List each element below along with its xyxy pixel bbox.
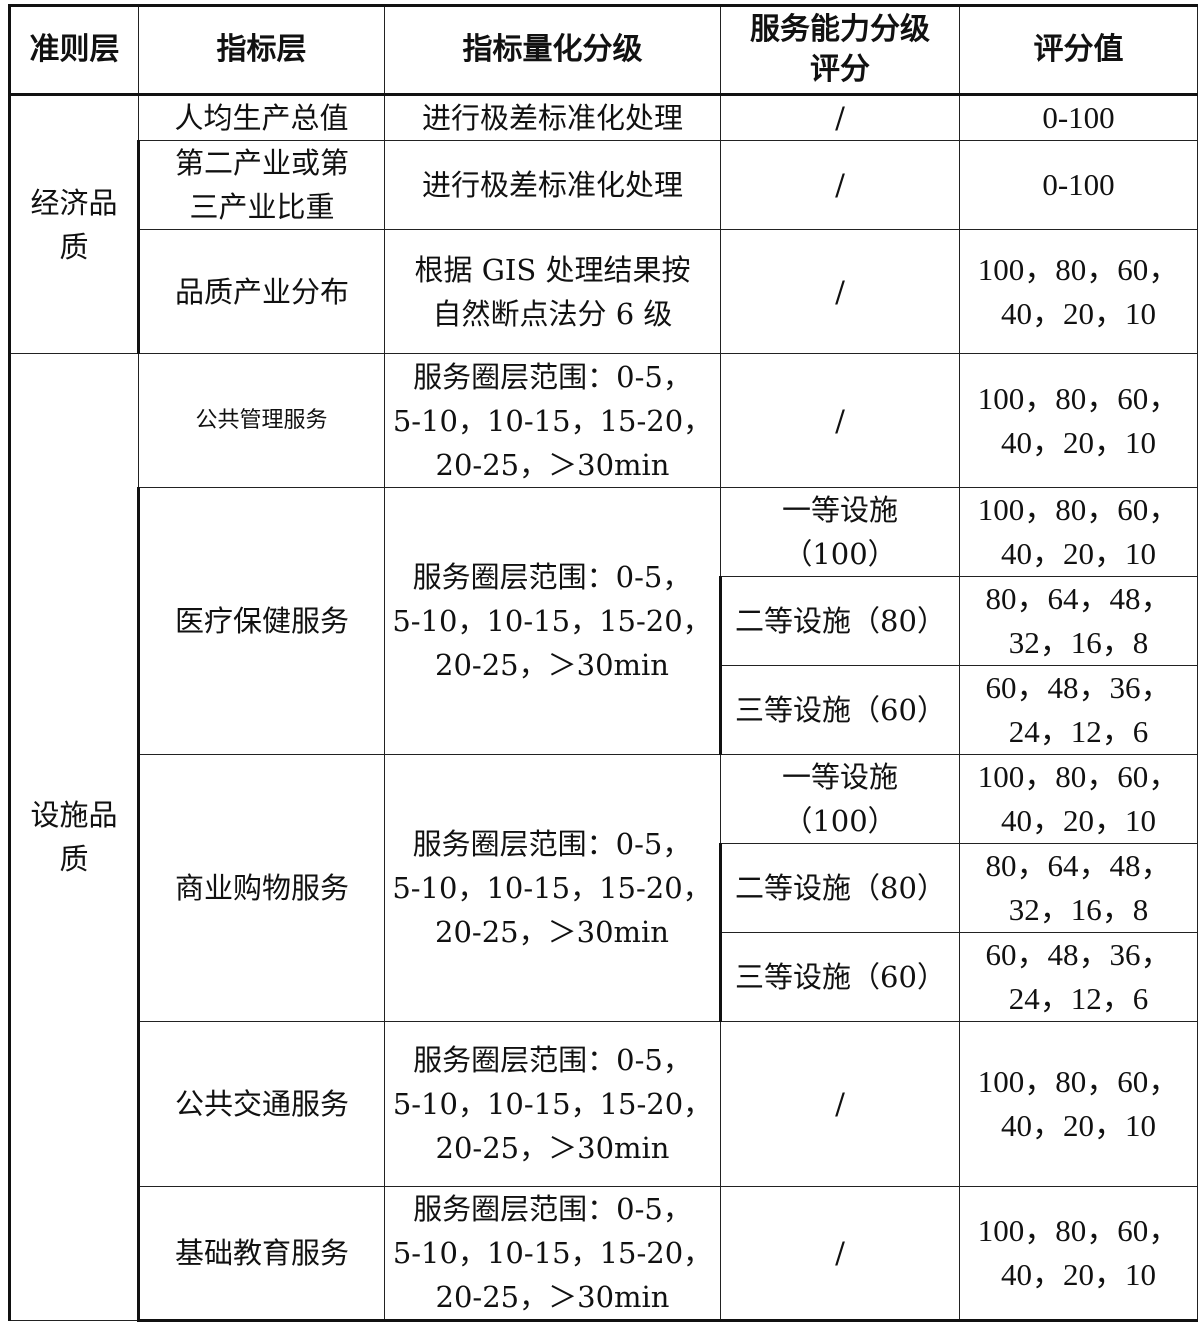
header-indicator: 指标层 xyxy=(138,4,385,96)
grading-cell: 进行极差标准化处理 xyxy=(384,94,721,141)
score-cell: 100，80，60， 40，20，10 xyxy=(959,1021,1198,1187)
score-cell: 100，80，60， 40，20，10 xyxy=(959,1186,1198,1322)
indicator-cell: 公共交通服务 xyxy=(137,1021,385,1187)
grading-cell: 服务圈层范围：0-5， 5-10，10-15，15-20， 20-25，＞30m… xyxy=(384,487,721,755)
capability-cell: / xyxy=(720,1186,960,1322)
score-cell: 60，48，36， 24，12，6 xyxy=(959,932,1198,1022)
capability-cell: / xyxy=(720,140,960,230)
score-cell: 100，80，60， 40，20，10 xyxy=(959,487,1198,577)
score-cell: 60，48，36， 24，12，6 xyxy=(959,665,1198,755)
indicator-cell: 基础教育服务 xyxy=(137,1186,385,1322)
criterion-cell: 经济品 质 xyxy=(8,94,139,354)
table-row: 二等设施（80） 80，64，48， 32，16，8 xyxy=(10,843,1198,933)
indicator-cell: 第二产业或第 三产业比重 xyxy=(137,140,385,230)
grading-cell: 服务圈层范围：0-5， 5-10，10-15，15-20， 20-25，＞30m… xyxy=(384,353,721,488)
capability-cell: / xyxy=(720,353,960,488)
indicator-cell: 公共管理服务 xyxy=(138,353,385,488)
header-grading: 指标量化分级 xyxy=(384,4,721,96)
table-row: 二等设施（80） 80，64，48， 32，16，8 xyxy=(10,576,1198,666)
capability-cell: 二等设施（80） xyxy=(719,843,960,933)
capability-cell: / xyxy=(720,229,960,354)
table-row: 三等设施（60） 60，48，36， 24，12，6 xyxy=(10,932,1198,1022)
score-cell: 100，80，60， 40，20，10 xyxy=(959,353,1198,488)
table-row: 商业购物服务 服务圈层范围：0-5， 5-10，10-15，15-20， 20-… xyxy=(10,754,1198,1022)
capability-cell: 一等设施 （100） xyxy=(720,487,960,577)
scoring-table: 准则层 指标层 指标量化分级 服务能力分级 评分 评分值 经济品 质 人均生产总… xyxy=(8,4,1198,1322)
capability-cell: 三等设施（60） xyxy=(719,665,960,755)
table-row: 经济品 质 人均生产总值 进行极差标准化处理 / 0-100 xyxy=(8,94,1198,354)
score-cell: 100，80，60， 40，20，10 xyxy=(959,754,1198,844)
score-cell: 100，80，60， 40，20，10 xyxy=(959,229,1198,354)
capability-cell: / xyxy=(720,1021,960,1187)
score-cell: 0-100 xyxy=(959,94,1198,141)
score-cell: 80，64，48， 32，16，8 xyxy=(959,843,1198,933)
grading-cell: 服务圈层范围：0-5， 5-10，10-15，15-20， 20-25，＞30m… xyxy=(384,1186,721,1322)
grading-cell: 进行极差标准化处理 xyxy=(384,140,721,230)
table-row: 三等设施（60） 60，48，36， 24，12，6 xyxy=(10,665,1198,755)
score-cell: 80，64，48， 32，16，8 xyxy=(959,576,1198,666)
table-row: 设施品 质 公共管理服务 服务圈层范围：0-5， 5-10，10-15，15-2… xyxy=(8,353,1198,1321)
indicator-cell: 人均生产总值 xyxy=(138,94,385,141)
indicator-cell: 医疗保健服务 xyxy=(137,487,385,755)
header-criterion: 准则层 xyxy=(8,4,139,96)
capability-cell: 三等设施（60） xyxy=(719,932,960,1022)
criterion-cell: 设施品 质 xyxy=(8,353,139,1321)
table-row: 公共交通服务 服务圈层范围：0-5， 5-10，10-15，15-20， 20-… xyxy=(10,1021,1198,1187)
table-row: 医疗保健服务 服务圈层范围：0-5， 5-10，10-15，15-20， 20-… xyxy=(10,487,1198,755)
table-row: 品质产业分布 根据 GIS 处理结果按 自然断点法分 6 级 / 100，80，… xyxy=(10,229,1198,354)
grading-cell: 服务圈层范围：0-5， 5-10，10-15，15-20， 20-25，＞30m… xyxy=(384,1021,721,1187)
header-capability: 服务能力分级 评分 xyxy=(720,4,960,96)
capability-cell: 二等设施（80） xyxy=(719,576,960,666)
grading-cell: 服务圈层范围：0-5， 5-10，10-15，15-20， 20-25，＞30m… xyxy=(384,754,721,1022)
capability-cell: / xyxy=(720,94,960,141)
table-row: 第二产业或第 三产业比重 进行极差标准化处理 / 0-100 xyxy=(10,140,1198,230)
score-cell: 0-100 xyxy=(959,140,1198,230)
table-row: 基础教育服务 服务圈层范围：0-5， 5-10，10-15，15-20， 20-… xyxy=(10,1186,1198,1322)
header-score: 评分值 xyxy=(959,4,1198,96)
indicator-cell: 商业购物服务 xyxy=(137,754,385,1022)
header-row: 准则层 指标层 指标量化分级 服务能力分级 评分 评分值 xyxy=(8,4,1198,96)
indicator-cell: 品质产业分布 xyxy=(137,229,385,354)
grading-cell: 根据 GIS 处理结果按 自然断点法分 6 级 xyxy=(384,229,721,354)
capability-cell: 一等设施 （100） xyxy=(720,754,960,844)
